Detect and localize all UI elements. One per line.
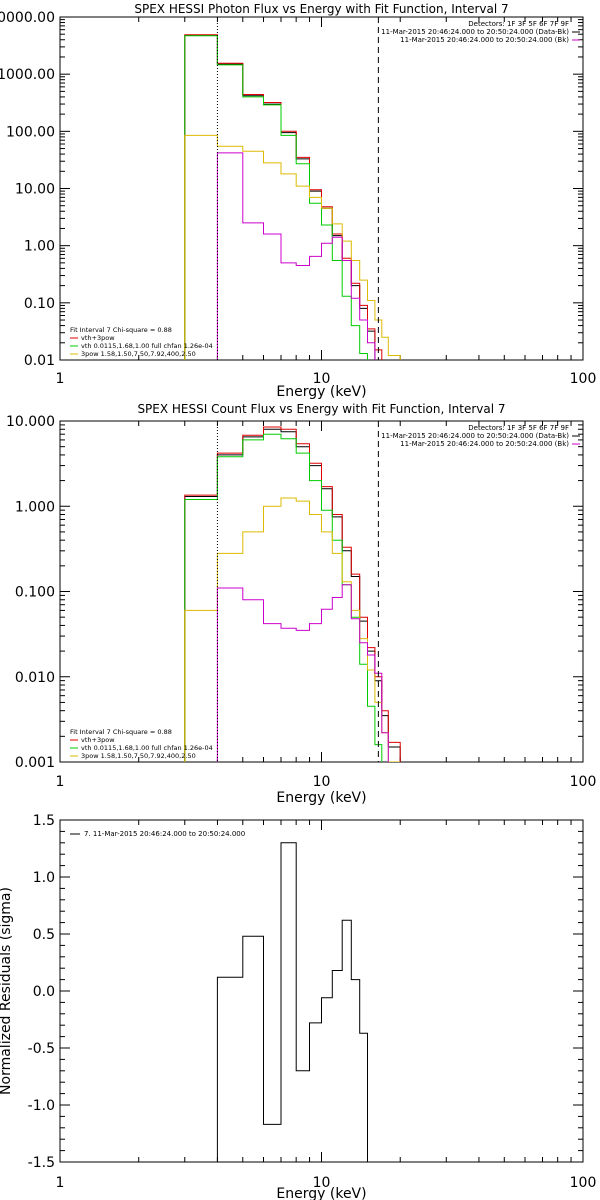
fit-legend-entry-2: vth+3pow [81,334,115,342]
y-tick-label: 10.00 [15,182,55,198]
info-line-3: 11-Mar-2015 20:46:24.000 to 20:50:24.000… [400,440,569,448]
y-tick-label: 1.0 [33,870,55,886]
x-tick-label: 100 [570,774,597,790]
chart-title: SPEX HESSI Photon Flux vs Energy with Fi… [134,2,508,16]
fit-legend-entry-1: Fit Interval 7 Chi-square = 0.88 [70,728,172,736]
fit-legend-entry-4: 3pow 1.58,1.50,7.50,7.92,400,2.50 [81,350,196,358]
fit-legend-entry-4: 3pow 1.58,1.50,7.50,7.92,400,2.50 [81,752,196,760]
series-line-residuals [216,842,379,1162]
y-tick-label: -0.5 [28,1041,55,1057]
y-tick-label: 0.100 [15,585,55,601]
x-tick-label: 1 [56,371,65,387]
y-tick-label: -1.0 [28,1098,55,1114]
x-tick-label: 1 [56,1175,65,1191]
y-tick-label: 0.010 [15,670,55,686]
y-tick-label: 0.01 [24,353,55,369]
series-group [216,842,379,1162]
y-tick-label: 0.0 [33,984,55,1000]
y-tick-label: 0.5 [33,927,55,943]
series-line-data-bk [184,34,376,360]
x-tick-label: 10 [313,371,331,387]
y-axis-label: Normalized Residuals (sigma) [0,887,14,1095]
info-line-2: 11-Mar-2015 20:46:24.000 to 20:50:24.000… [381,28,569,36]
info-line-3: 11-Mar-2015 20:46:24.000 to 20:50:24.000… [400,36,569,44]
series-line-vth [184,35,368,360]
series-line-bk [216,584,389,762]
y-tick-label: 1.000 [15,499,55,515]
x-axis-label: Energy (keV) [276,384,366,400]
chart-panel-3: 1 10 100 1.5 1.0 0.5 0.0 -0.5 -1.0 -1.5 Energy (ke… [0,813,596,1200]
series-line-bk [216,152,376,360]
fit-legend-entry-3: vth 0.0115,1.68,1.00 full chfan 1.26e-04 [81,342,213,350]
x-axis-label: Energy (keV) [276,790,366,806]
y-tick-label: 0.10 [24,296,55,312]
fit-legend-entry-3: vth 0.0115,1.68,1.00 full chfan 1.26e-04 [81,744,213,752]
plot-frame [59,819,584,1163]
y-tick-label: 0.001 [15,755,55,771]
y-tick-label: 1.00 [24,239,55,255]
series-line-vth [184,433,383,762]
x-tick-label: 10 [313,1175,331,1191]
chart-title: SPEX HESSI Count Flux vs Energy with Fit… [137,402,505,416]
y-tick-label: 1.5 [33,813,55,829]
info-line-1: Detectors: 1F 3F 5F 6F 7F 9F [468,424,569,432]
plot-frame [59,16,584,361]
x-tick-label: 10 [313,774,331,790]
chart-panel-1: SPEX HESSI Photon Flux vs Energy with Fi… [0,2,596,400]
series-group [184,426,401,762]
series-line-vth-3pow [184,34,383,360]
x-tick-label: 1 [56,774,65,790]
x-tick-label: 100 [570,1175,597,1191]
y-tick-label: 100.00 [6,124,55,140]
fit-legend-entry-1: Fit Interval 7 Chi-square = 0.88 [70,326,172,334]
y-tick-label: -1.5 [28,1155,55,1171]
fit-legend-entry-2: vth+3pow [81,736,115,744]
x-axis-label: Energy (keV) [276,1186,366,1200]
series-line-3pow [184,497,401,762]
info-line-1: 7. 11-Mar-2015 20:46:24.000 to 20:50:24.… [84,830,245,838]
x-tick-label: 100 [570,371,597,387]
chart-panel-2: SPEX HESSI Count Flux vs Energy with Fit… [6,402,596,806]
info-line-1: Detectors: 1F 3F 5F 6F 7F 9F [468,20,569,28]
y-tick-label: 10.000 [6,414,55,430]
y-tick-label: 1000.00 [0,67,55,83]
info-line-2: 11-Mar-2015 20:46:24.000 to 20:50:24.000… [381,432,569,440]
